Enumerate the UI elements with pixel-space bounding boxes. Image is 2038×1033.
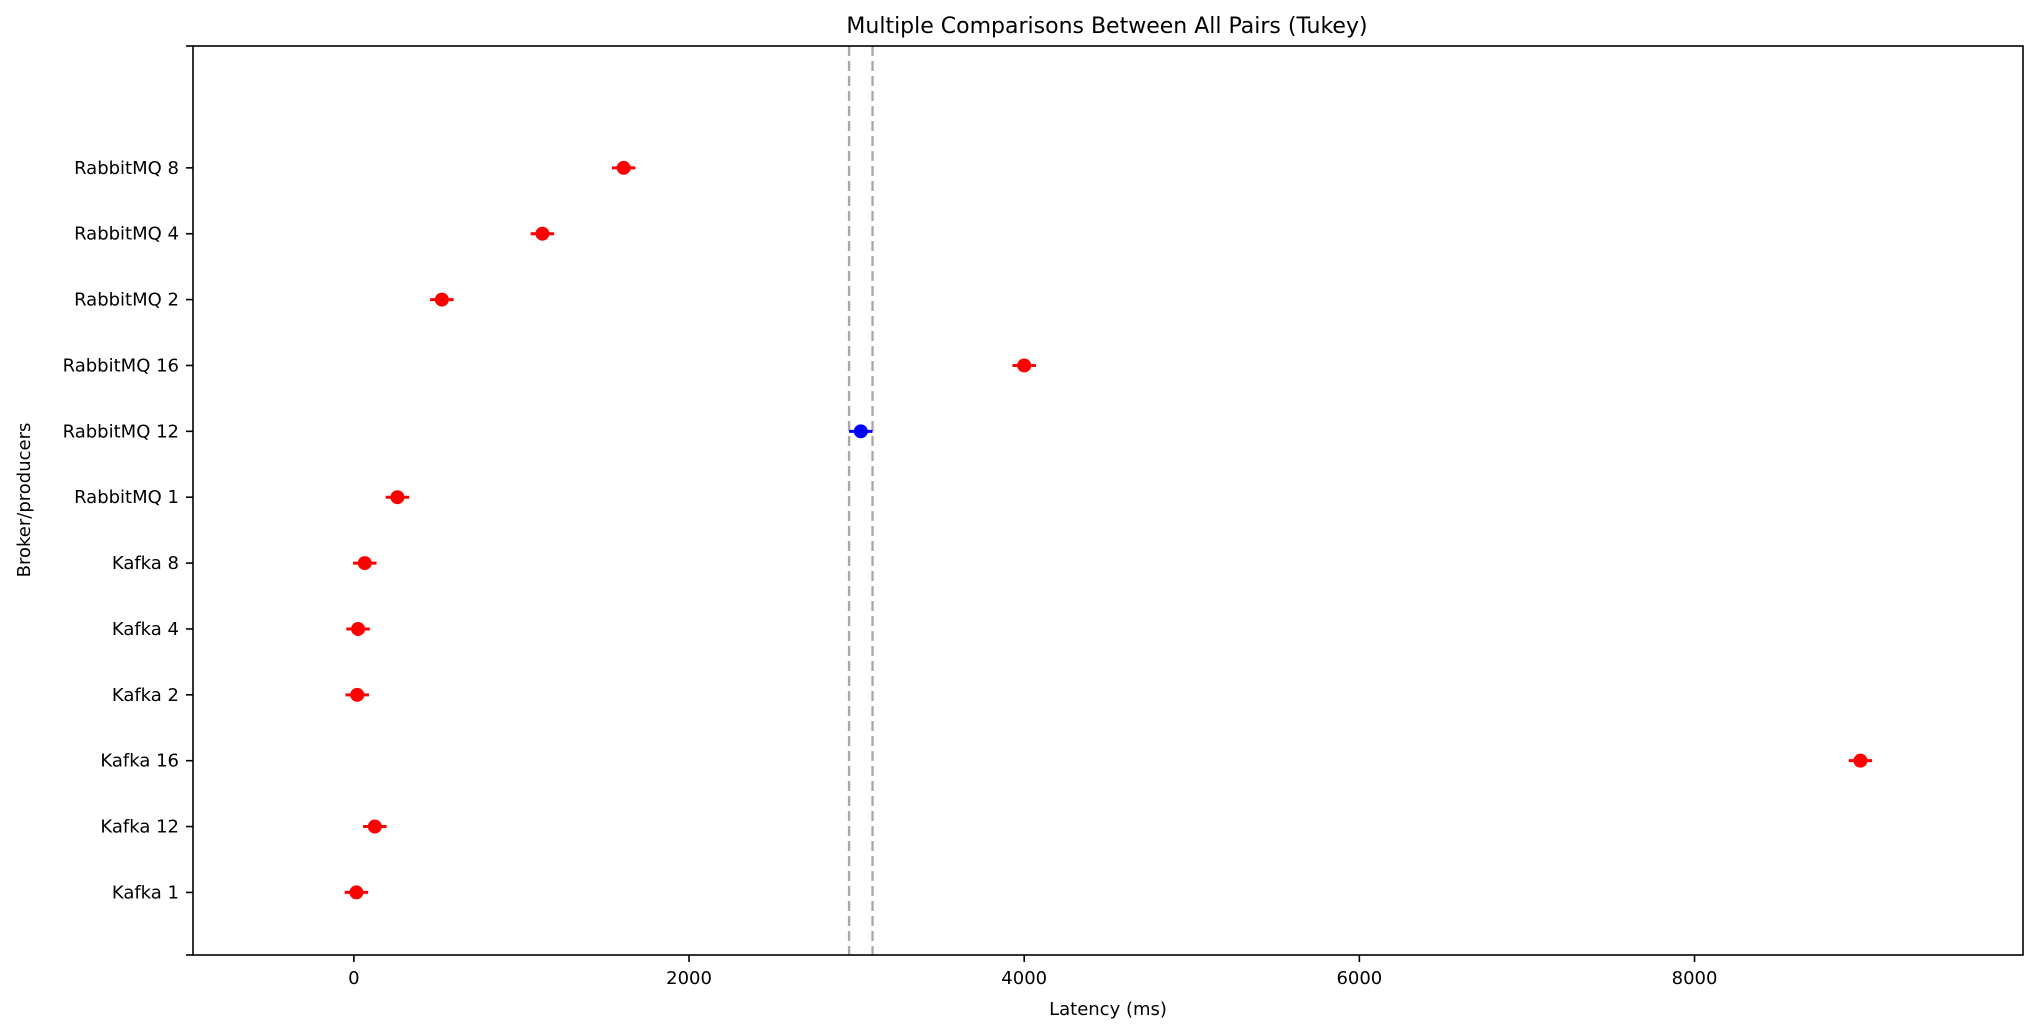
- data-point: [434, 292, 449, 307]
- data-point: [390, 490, 405, 505]
- data-point: [351, 621, 366, 636]
- y-tick-label: Kafka 8: [112, 553, 179, 574]
- data-point: [357, 556, 372, 571]
- y-tick-label: RabbitMQ 12: [63, 421, 179, 442]
- x-tick-label: 2000: [666, 968, 712, 989]
- y-axis-label: Broker/producers: [14, 423, 35, 578]
- y-tick-label: Kafka 12: [100, 817, 179, 838]
- y-tick-label: Kafka 16: [100, 751, 179, 772]
- plot-area: [344, 46, 1873, 955]
- x-axis-label: Latency (ms): [1049, 999, 1167, 1020]
- data-point: [535, 226, 550, 241]
- y-axis: Kafka 1 Kafka 12 Kafka 16 Kafka 2 Kafka 4 Kaf…: [63, 45, 193, 956]
- data-point: [1853, 753, 1868, 768]
- x-tick-label: 8000: [1672, 968, 1718, 989]
- y-tick-label: Kafka 2: [112, 685, 179, 706]
- y-tick-label: RabbitMQ 4: [74, 224, 179, 245]
- x-tick-label: 4000: [1001, 968, 1047, 989]
- chart-title: Multiple Comparisons Between All Pairs (…: [846, 14, 1367, 39]
- data-point: [367, 819, 382, 834]
- data-point: [853, 424, 868, 439]
- x-axis: 0 2000 4000 6000 8000: [348, 955, 1717, 989]
- data-point: [1017, 358, 1032, 373]
- y-tick-label: RabbitMQ 16: [63, 355, 179, 376]
- x-tick-label: 0: [348, 968, 359, 989]
- y-tick-label: RabbitMQ 1: [74, 487, 179, 508]
- x-tick-label: 6000: [1336, 968, 1382, 989]
- data-point: [616, 160, 631, 175]
- y-tick-label: Kafka 1: [112, 882, 179, 903]
- data-point: [349, 885, 364, 900]
- y-tick-label: RabbitMQ 2: [74, 290, 179, 311]
- plot-frame: [192, 45, 2024, 956]
- y-tick-label: RabbitMQ 8: [74, 158, 179, 179]
- y-tick-label: Kafka 4: [112, 619, 179, 640]
- data-point: [350, 687, 365, 702]
